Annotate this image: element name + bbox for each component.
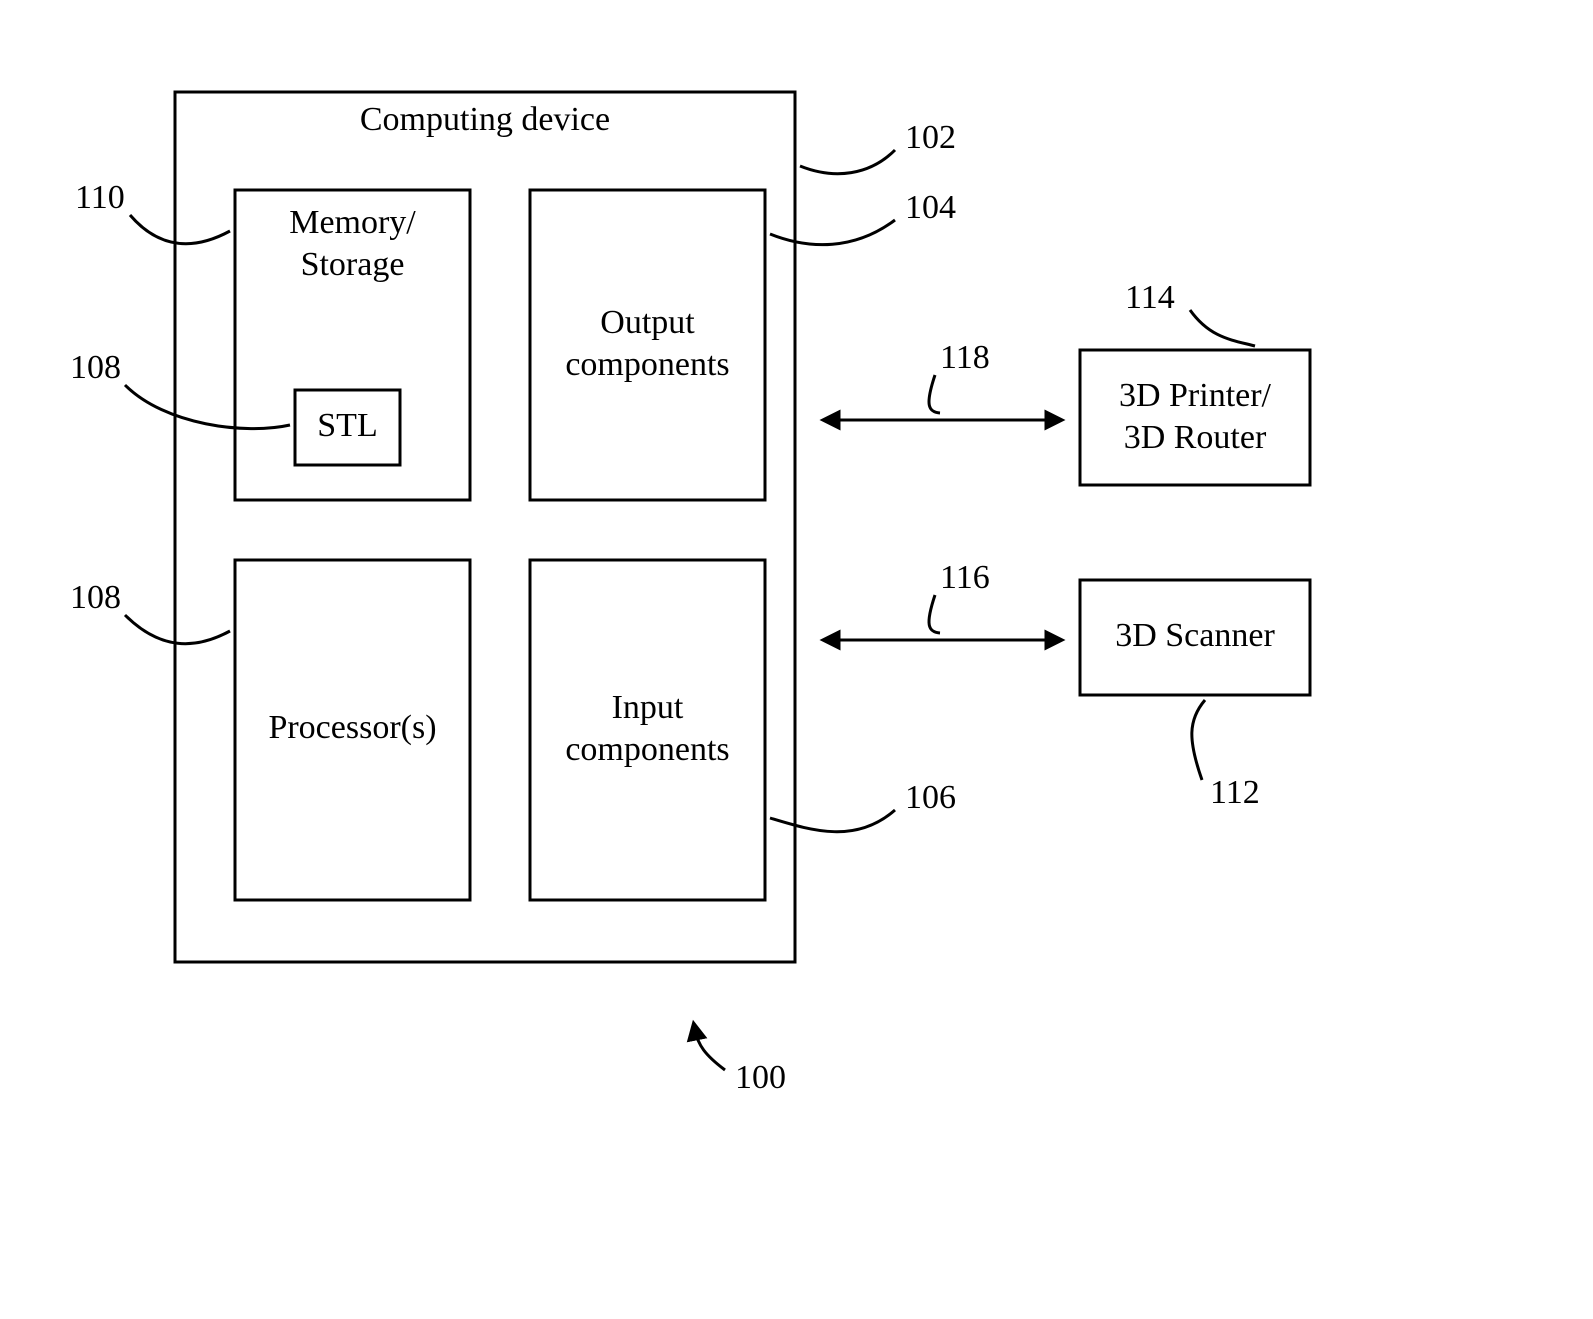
- ref-r108a-label: 108: [70, 349, 121, 386]
- ref-r100: 100: [695, 1030, 786, 1096]
- ref-r102: 102: [800, 119, 956, 174]
- ref-r102-label: 102: [905, 119, 956, 156]
- ref-r116-label: 116: [940, 559, 990, 596]
- ref-r106-label: 106: [905, 779, 956, 816]
- box-processors-label-0: Processor(s): [268, 709, 436, 746]
- box-processors: Processor(s): [235, 560, 470, 900]
- ref-r114-label: 114: [1125, 279, 1175, 316]
- ref-r110-label: 110: [75, 179, 125, 216]
- box-scanner: 3D Scanner: [1080, 580, 1310, 695]
- ref-r118-label: 118: [940, 339, 990, 376]
- box-input-label-0: Input: [612, 689, 684, 726]
- ref-r116: 116: [929, 559, 990, 633]
- box-stl: STL: [295, 390, 400, 465]
- box-scanner-label-0: 3D Scanner: [1115, 617, 1275, 654]
- ref-r118: 118: [929, 339, 990, 413]
- box-printer: 3D Printer/3D Router: [1080, 350, 1310, 485]
- box-memory-label-1: Storage: [301, 246, 405, 283]
- ref-r104-label: 104: [905, 189, 956, 226]
- box-output-label-1: components: [565, 346, 729, 383]
- box-stl-label-0: STL: [317, 407, 377, 444]
- box-computing_device-label-0: Computing device: [360, 101, 610, 138]
- box-output: Output components: [530, 190, 765, 500]
- box-output-label-0: Output: [600, 304, 695, 341]
- box-input-label-1: components: [565, 731, 729, 768]
- ref-r108b-label: 108: [70, 579, 121, 616]
- ref-r114: 114: [1125, 279, 1255, 346]
- box-input: Input components: [530, 560, 765, 900]
- ref-r106: 106: [770, 779, 956, 832]
- ref-r112-label: 112: [1210, 774, 1260, 811]
- ref-r100-label: 100: [735, 1059, 786, 1096]
- box-printer-label-1: 3D Router: [1124, 419, 1267, 456]
- box-memory-label-0: Memory/: [289, 204, 416, 241]
- box-printer-label-0: 3D Printer/: [1119, 377, 1272, 414]
- ref-r112: 112: [1192, 700, 1260, 811]
- ref-r104: 104: [770, 189, 956, 245]
